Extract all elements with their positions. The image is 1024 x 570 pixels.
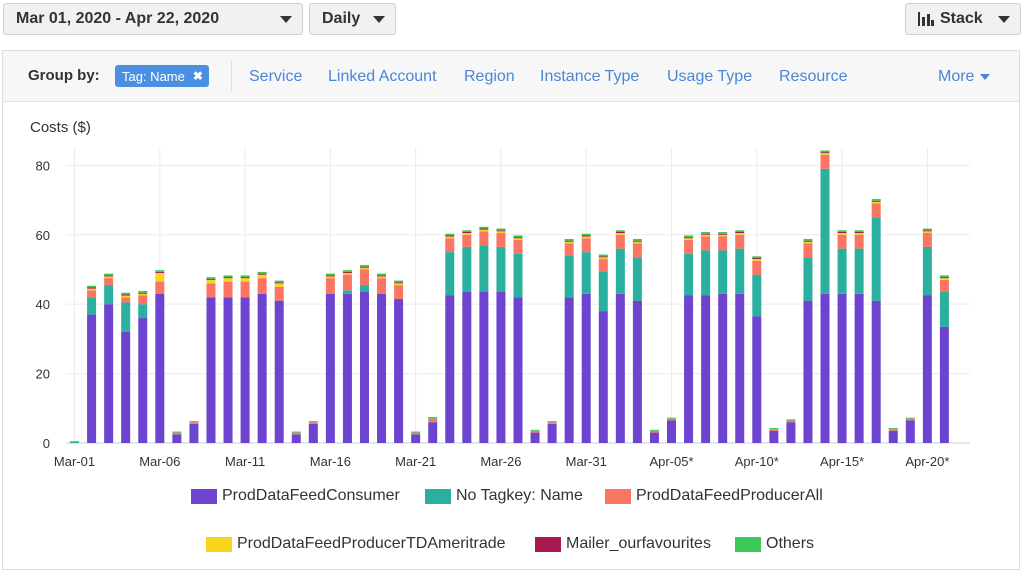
chart-style-group: Stack	[918, 10, 983, 28]
legend-label: ProdDataFeedProducerTDAmeritrade	[237, 535, 506, 552]
legend-swatch	[191, 488, 217, 504]
legend-label: ProdDataFeedConsumer	[222, 487, 400, 504]
legend-label: No Tagkey: Name	[456, 487, 583, 504]
group-by-label: Group by:	[28, 67, 100, 84]
active-group-chip[interactable]: Tag: Name ✖	[115, 65, 209, 87]
legend-item-mailer[interactable]: Mailer_ourfavourites	[535, 535, 711, 553]
legend-label: ProdDataFeedProducerAll	[636, 487, 823, 504]
group-by-usage-type[interactable]: Usage Type	[667, 68, 753, 85]
granularity-label: Daily	[322, 10, 361, 27]
date-range-label: Mar 01, 2020 - Apr 22, 2020	[16, 10, 220, 27]
legend-swatch	[605, 488, 631, 504]
bar-chart-icon	[918, 12, 934, 26]
group-by-region[interactable]: Region	[464, 68, 515, 85]
close-icon[interactable]: ✖	[192, 69, 203, 83]
chevron-down-icon	[998, 15, 1010, 23]
legend-item-producer-td[interactable]: ProdDataFeedProducerTDAmeritrade	[206, 535, 506, 553]
date-range-dropdown[interactable]: Mar 01, 2020 - Apr 22, 2020	[3, 3, 303, 35]
legend-item-no-tagkey[interactable]: No Tagkey: Name	[425, 487, 583, 505]
legend-swatch	[206, 536, 232, 552]
group-by-instance-type[interactable]: Instance Type	[540, 68, 640, 85]
group-by-resource[interactable]: Resource	[779, 68, 848, 85]
chart-style-dropdown[interactable]: Stack	[905, 3, 1021, 35]
legend-item-others[interactable]: Others	[735, 535, 814, 553]
legend-label: Others	[766, 535, 815, 552]
legend-item-consumer[interactable]: ProdDataFeedConsumer	[191, 487, 400, 505]
more-label: More	[938, 68, 975, 85]
legend-item-producer-all[interactable]: ProdDataFeedProducerAll	[605, 487, 823, 505]
group-by-bar: Group by: Tag: Name ✖ Service Linked Acc…	[3, 51, 1019, 102]
chart-style-label: Stack	[940, 10, 983, 27]
chevron-down-icon	[280, 15, 292, 23]
chevron-down-icon	[980, 74, 991, 80]
more-dropdown[interactable]: More	[938, 68, 991, 86]
chevron-down-icon	[373, 15, 385, 23]
cost-explorer-panel: Group by: Tag: Name ✖ Service Linked Acc…	[2, 50, 1020, 570]
active-group-label: Tag: Name	[122, 68, 185, 84]
group-by-linked-account[interactable]: Linked Account	[328, 68, 437, 85]
legend-swatch	[735, 536, 761, 552]
legend-label: Mailer_ourfavourites	[566, 535, 711, 552]
divider	[231, 61, 232, 91]
group-by-service[interactable]: Service	[249, 68, 303, 85]
legend-swatch	[425, 488, 451, 504]
legend-swatch	[535, 536, 561, 552]
granularity-dropdown[interactable]: Daily	[309, 3, 396, 35]
